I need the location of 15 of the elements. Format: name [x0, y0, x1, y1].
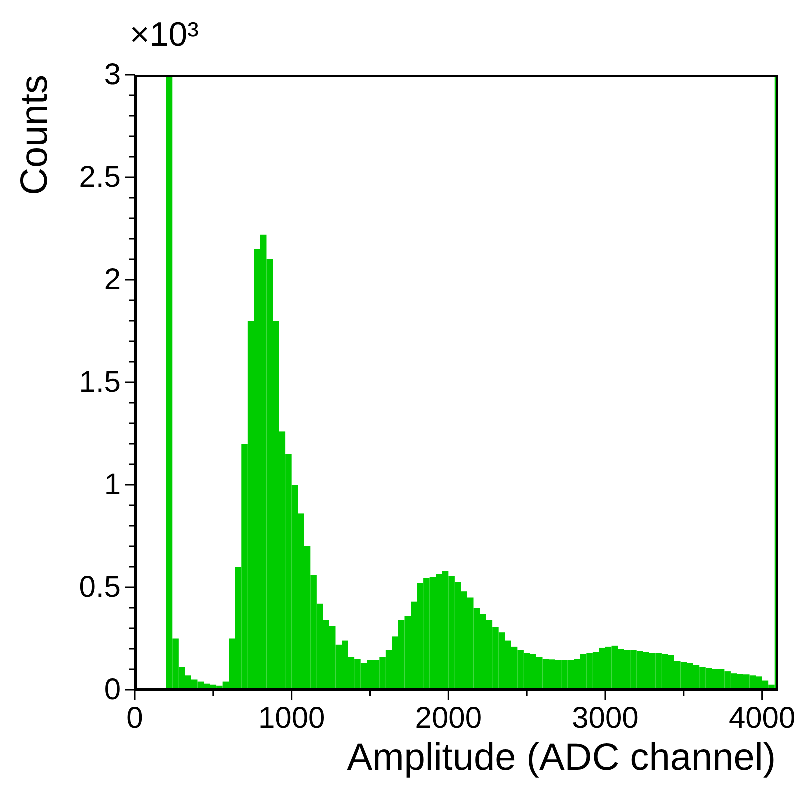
y-tick-label: 1	[104, 468, 121, 502]
x-tick-label: 2000	[415, 702, 482, 735]
y-tick-label: 2	[104, 264, 121, 296]
x-tick-label: 0	[126, 702, 144, 735]
x-tick-label: 1000	[258, 702, 326, 735]
text: ×10³	[130, 16, 199, 54]
x-tick-label: 3000	[572, 702, 639, 735]
x-axis-title: Amplitude (ADC channel)	[347, 737, 776, 779]
y-tick-label: 0	[104, 674, 121, 706]
y-tick-label: 1.5	[79, 366, 121, 399]
y-tick-label: 3	[104, 58, 121, 92]
y-axis-title: Counts	[14, 75, 56, 196]
y-tick-label: 0.5	[79, 571, 121, 604]
y-tick-label: 2.5	[79, 161, 121, 194]
x-tick-label: 4000	[728, 702, 796, 735]
